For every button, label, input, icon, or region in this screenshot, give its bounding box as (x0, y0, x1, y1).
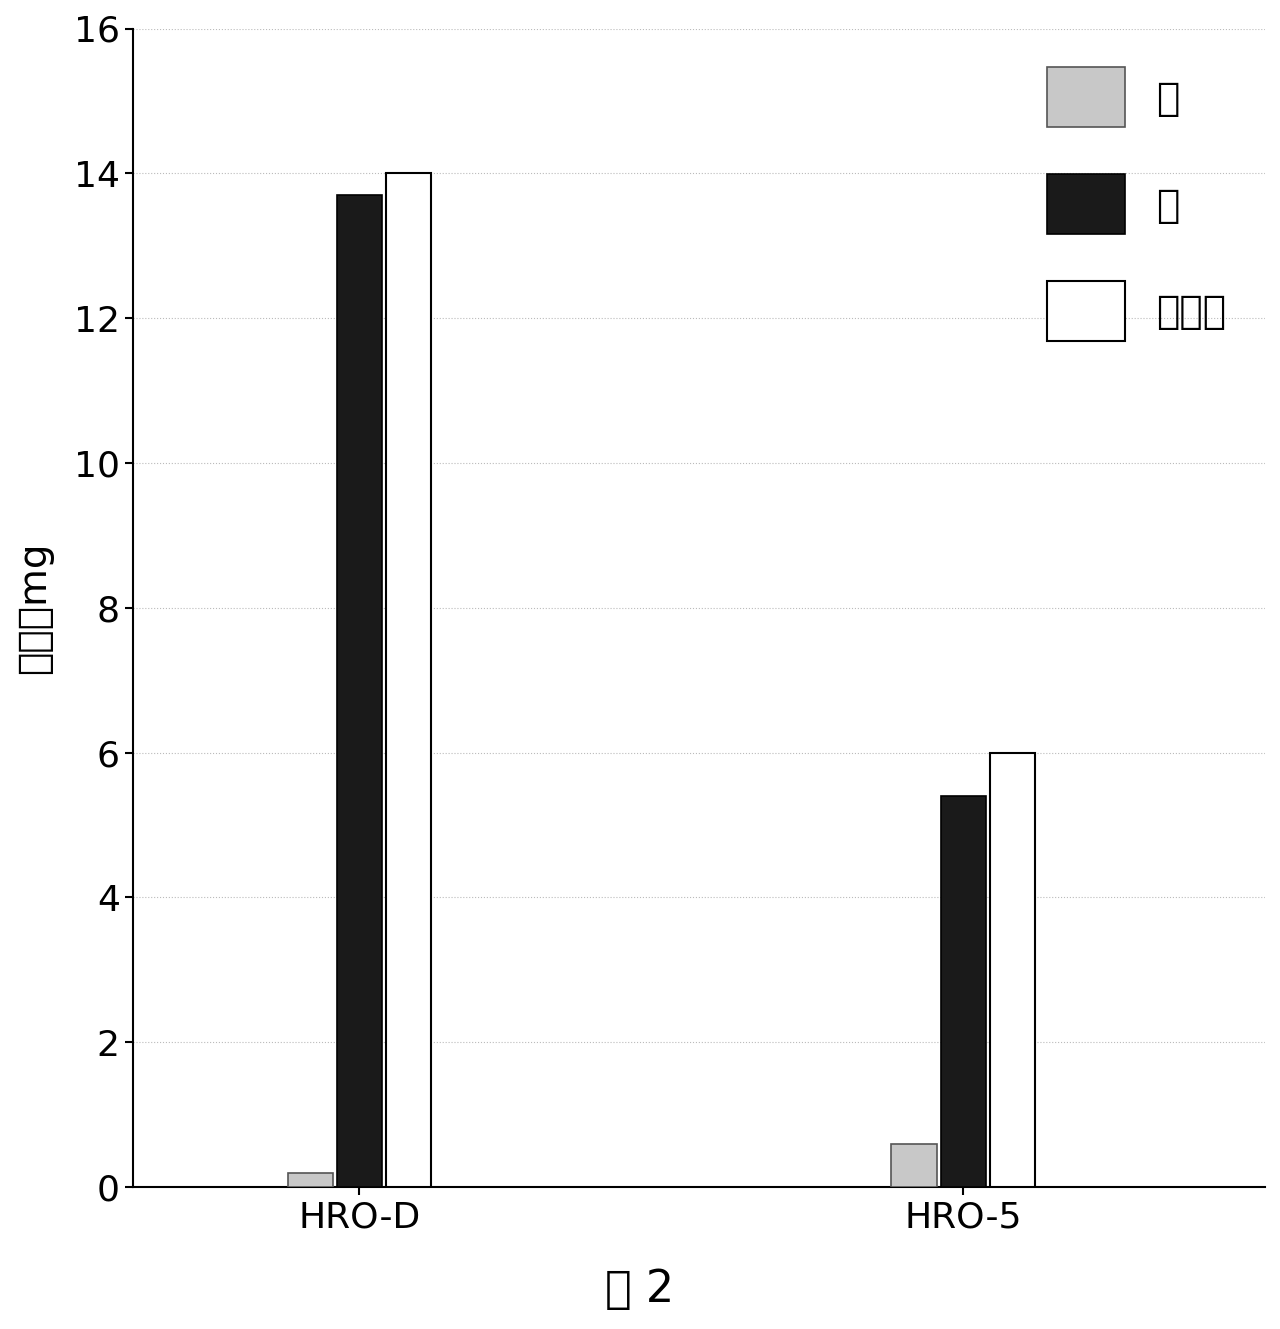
Bar (288, 1172, 333, 1187)
Bar (989, 752, 1034, 1187)
Bar (337, 195, 381, 1187)
Legend: 销, 盘, 销＋盘: 销, 盘, 销＋盘 (1028, 48, 1245, 360)
Bar (891, 1144, 937, 1187)
Y-axis label: 失重／mg: 失重／mg (15, 541, 52, 674)
Bar (941, 796, 986, 1187)
Bar (385, 173, 431, 1187)
Text: 图 2: 图 2 (605, 1268, 675, 1310)
